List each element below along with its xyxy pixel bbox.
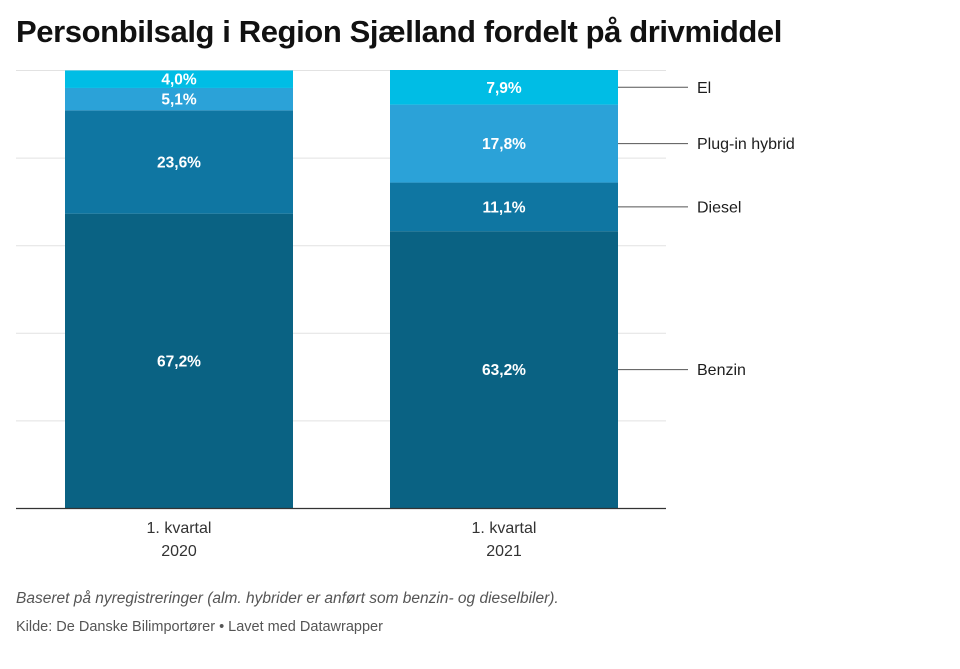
legend-label: Benzin	[697, 362, 746, 379]
category-labels: 1. kvartal 2020 1. kvartal 2021	[147, 520, 537, 560]
bar-value-label: 4,0%	[161, 72, 197, 89]
chart-title: Personbilsalg i Region Sjælland fordelt …	[16, 14, 782, 49]
bar-segment	[65, 110, 293, 214]
category-label: 2020	[161, 543, 197, 560]
bar-segment	[390, 231, 618, 508]
bar-value-label: 67,2%	[157, 353, 201, 370]
bars: 67,2% 23,6% 5,1% 4,0% 63,2% 11,1% 17,8% 7,9%	[65, 70, 618, 508]
stacked-bar-chart: 67,2% 23,6% 5,1% 4,0% 63,2% 11,1% 17,8% 7,9% 1.…	[16, 70, 795, 560]
legend: Benzin Diesel Plug-in hybrid El	[618, 80, 795, 379]
bar-value-label: 5,1%	[161, 92, 197, 109]
bar-segment	[390, 182, 618, 232]
category-label: 1. kvartal	[472, 520, 537, 537]
legend-label: Plug-in hybrid	[697, 136, 795, 153]
bar-value-label: 7,9%	[486, 80, 522, 97]
bar-segment	[65, 87, 293, 111]
legend-label: Diesel	[697, 199, 741, 216]
chart-notes: Baseret på nyregistreringer (alm. hybrid…	[16, 590, 559, 607]
chart-source: Kilde: De Danske Bilimportører • Lavet m…	[16, 619, 383, 635]
bar-segment	[390, 104, 618, 183]
legend-label: El	[697, 80, 711, 97]
category-label: 1. kvartal	[147, 520, 212, 537]
bar-segment	[390, 70, 618, 105]
bar-value-label: 63,2%	[482, 362, 526, 379]
bar-value-label: 23,6%	[157, 154, 201, 171]
bar-value-label: 11,1%	[482, 199, 525, 216]
category-label: 2021	[486, 543, 522, 560]
bar-segment	[65, 213, 293, 508]
bar-value-label: 17,8%	[482, 136, 526, 153]
bar-segment	[65, 70, 293, 88]
